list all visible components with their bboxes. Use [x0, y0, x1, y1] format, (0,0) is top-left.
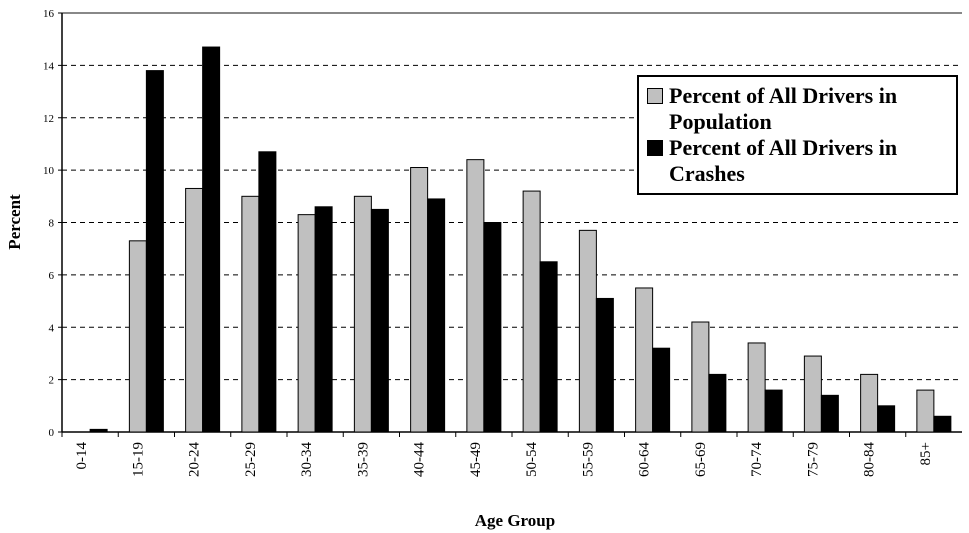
bar [595, 297, 614, 433]
bar [578, 229, 597, 433]
x-tick-label: 85+ [918, 442, 934, 465]
x-tick-label: 40-44 [412, 442, 428, 477]
legend-swatch [647, 88, 663, 104]
x-tick-label: 60-64 [637, 442, 653, 477]
bar [466, 159, 485, 433]
legend-label: Percent of All Drivers in Population [669, 83, 898, 134]
x-tick-label: 45-49 [468, 442, 484, 477]
legend-swatch [647, 140, 663, 156]
x-tick-label: 30-34 [299, 442, 315, 477]
y-tick-label: 8 [49, 218, 55, 230]
bar [145, 70, 164, 433]
y-tick-label: 4 [49, 322, 55, 334]
bar [522, 190, 541, 433]
x-tick-label: 50-54 [524, 442, 540, 477]
y-tick-label: 2 [49, 375, 55, 387]
x-tick-label: 15-19 [130, 442, 146, 477]
legend-item: Percent of All Drivers in Population [647, 83, 952, 135]
x-tick-label: 0-14 [74, 442, 90, 470]
bar [764, 389, 783, 433]
bar [820, 394, 839, 433]
x-tick-label: 55-59 [580, 442, 596, 477]
x-tick-label: 75-79 [805, 442, 821, 477]
bar [747, 342, 766, 433]
bar [708, 373, 727, 433]
x-tick-label: 35-39 [355, 442, 371, 477]
y-tick-label: 6 [49, 270, 55, 282]
bar [539, 261, 558, 433]
bar [860, 373, 879, 433]
bar [877, 405, 896, 433]
bar [933, 415, 952, 433]
y-tick-label: 16 [43, 8, 55, 20]
bar [652, 347, 671, 433]
y-tick-label: 14 [43, 60, 55, 72]
x-tick-label: 25-29 [243, 442, 259, 477]
bar [803, 355, 822, 433]
bar [635, 287, 654, 433]
x-tick-label: 80-84 [862, 442, 878, 477]
bar [427, 198, 446, 433]
bar [128, 240, 147, 433]
bar [410, 167, 429, 433]
bar [185, 187, 204, 433]
bar [241, 195, 260, 433]
y-tick-label: 12 [43, 113, 54, 125]
x-tick-label: 70-74 [749, 442, 765, 477]
x-tick-label: 65-69 [693, 442, 709, 477]
y-tick-label: 10 [43, 165, 55, 177]
x-axis-label: Age Group [475, 511, 555, 530]
bar [297, 214, 316, 433]
bar [202, 46, 221, 433]
legend: Percent of All Drivers in Population Perc… [637, 75, 958, 195]
bar [89, 428, 108, 433]
bar [483, 222, 502, 433]
legend-label: Percent of All Drivers in Crashes [669, 135, 898, 186]
legend-item: Percent of All Drivers in Crashes [647, 135, 952, 187]
bar [314, 206, 333, 433]
y-axis-label: Percent [5, 194, 24, 250]
bar [916, 389, 935, 433]
bar [353, 195, 372, 433]
y-tick-label: 0 [49, 427, 55, 439]
bar [691, 321, 710, 433]
x-tick-label: 20-24 [187, 442, 203, 477]
bar [370, 208, 389, 433]
bar [258, 151, 277, 433]
